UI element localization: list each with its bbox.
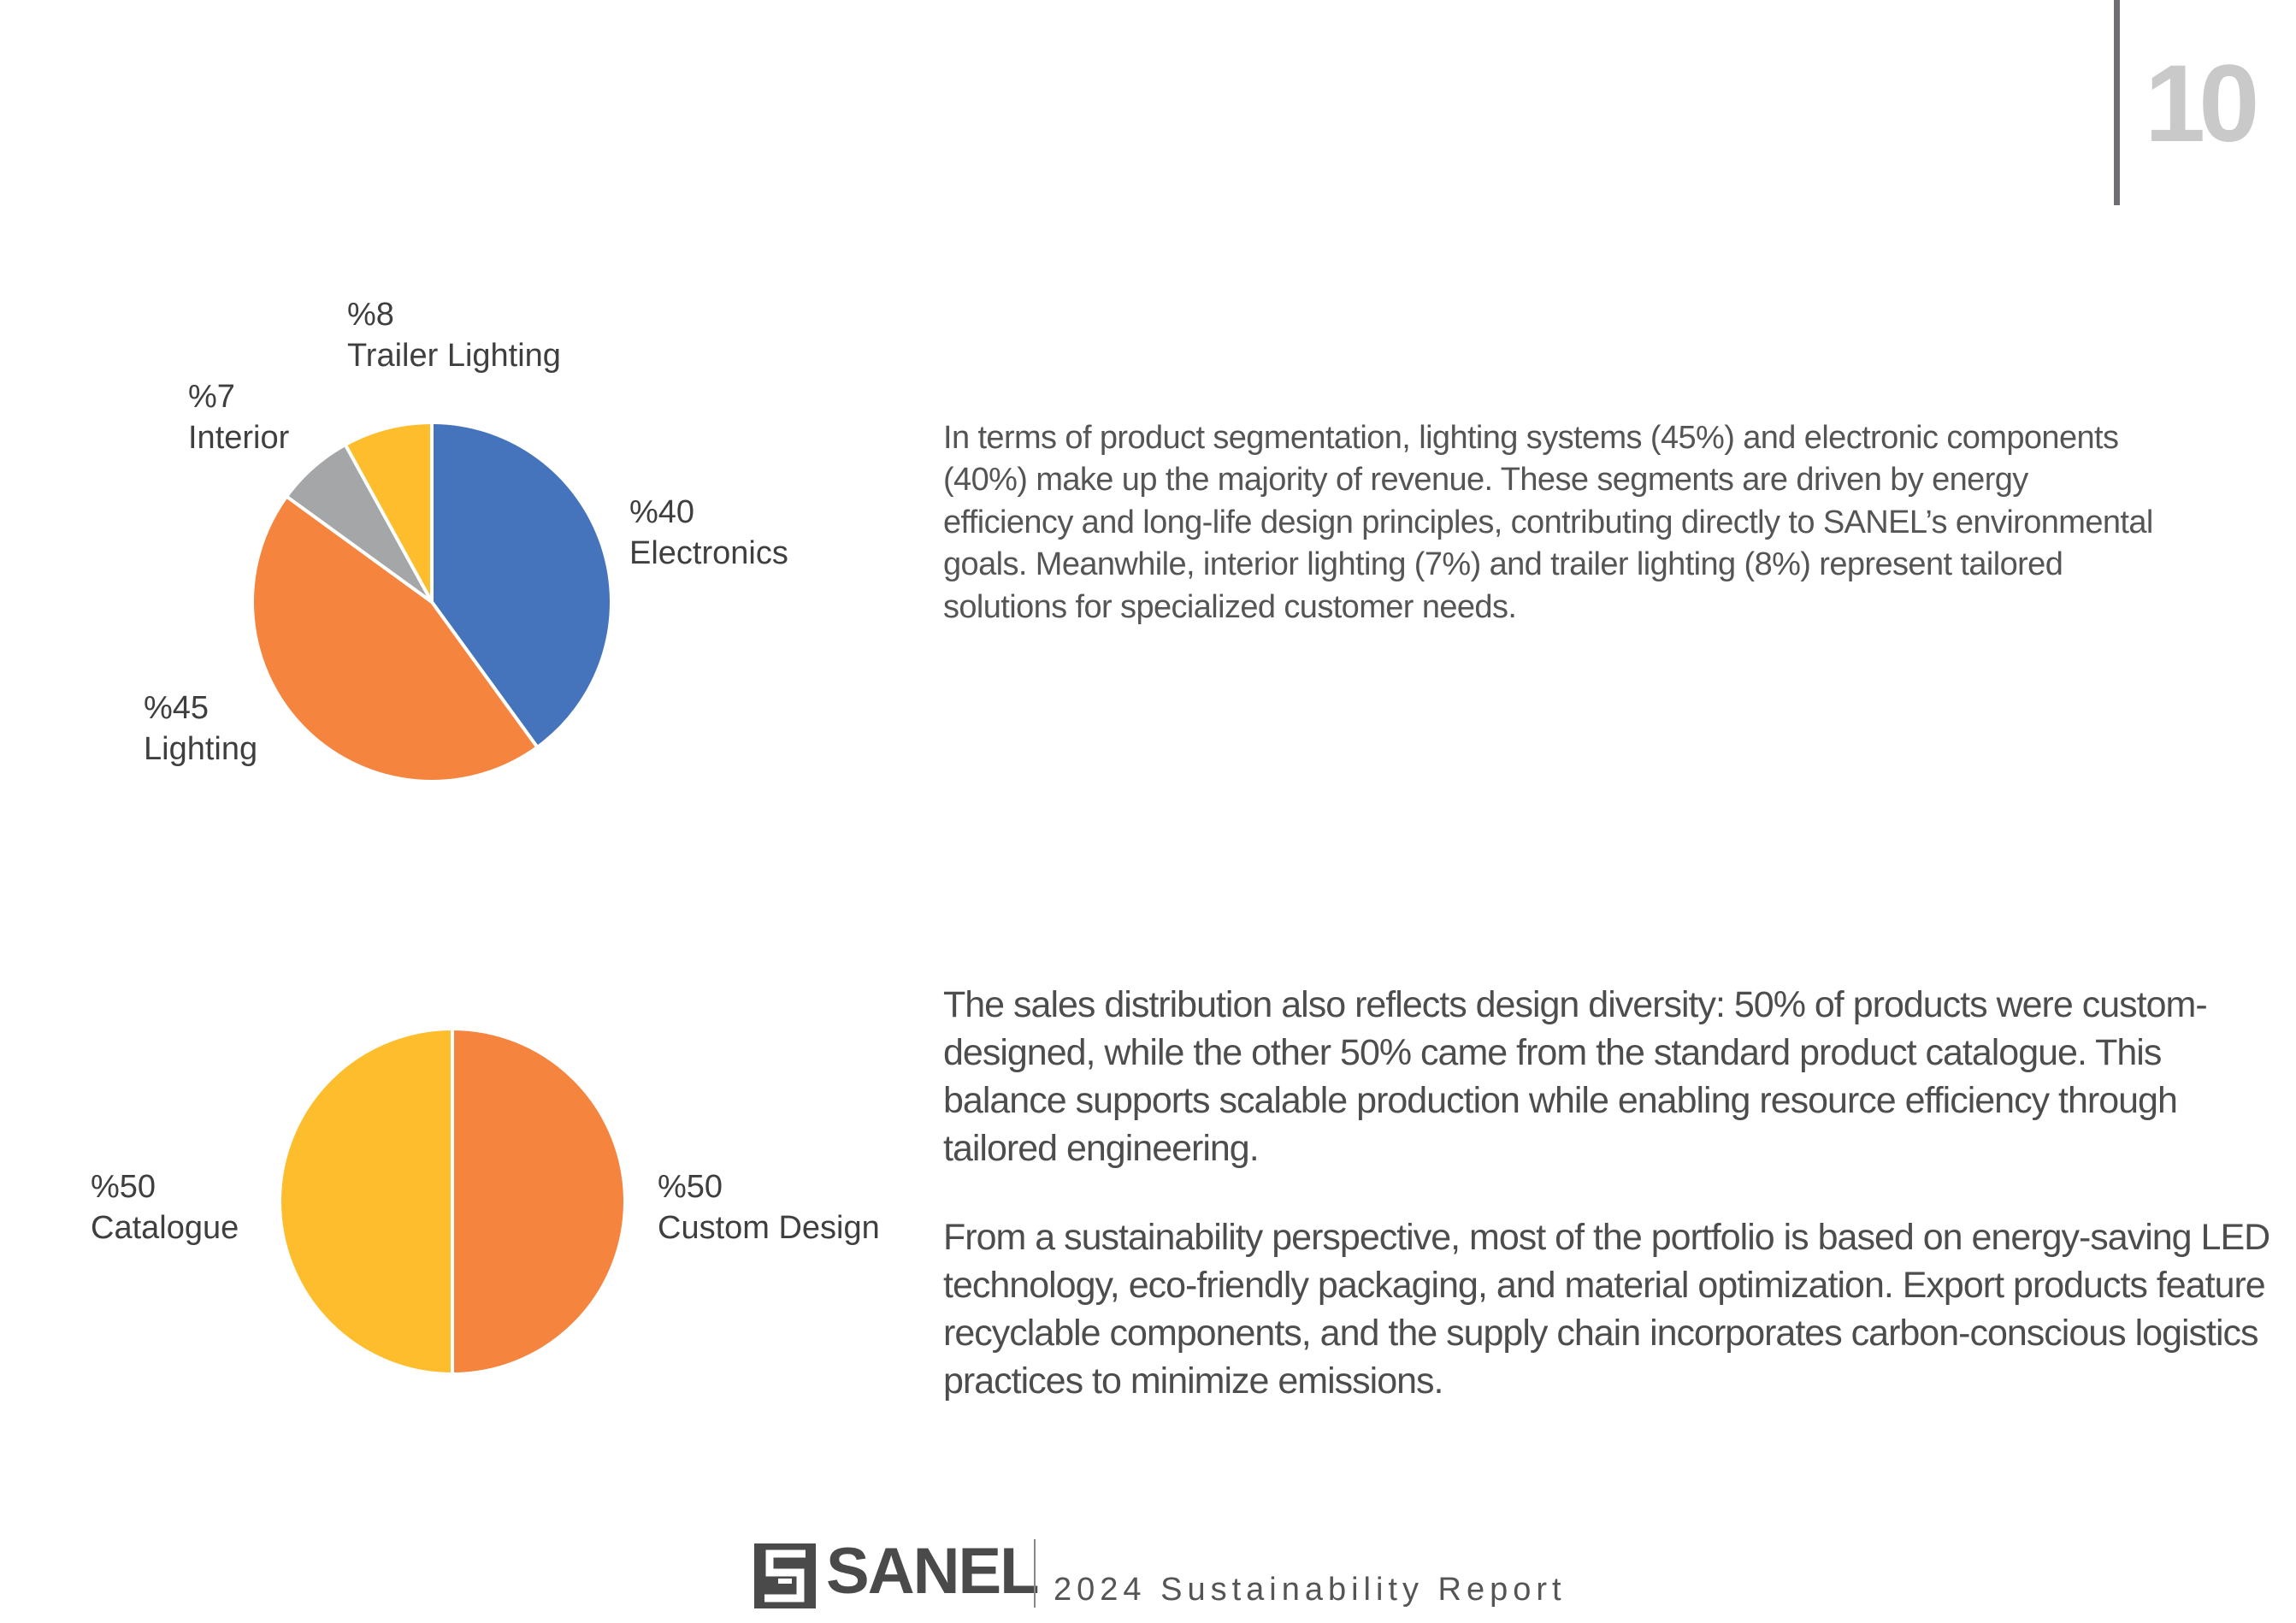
pie2-slice-catalogue [278,1027,454,1376]
pie1-slice-trailer-lighting [343,421,434,604]
pie1-label-electronics: %40 Electronics [629,494,788,571]
design-distribution-pie-chart: %50 Custom Design %50 Catalogue [0,0,941,1454]
brand-name: SANEL [826,1535,1040,1608]
pie2-slice-custom-design [451,1027,627,1376]
pie1-label-interior: %7 Interior [188,379,290,456]
footer-divider [1034,1539,1036,1608]
design-distribution-pie [278,1027,627,1376]
pie1-label-trailer-lighting: %8 Trailer Lighting [347,297,561,374]
segmentation-paragraph: In terms of product segmentation, lighti… [943,420,2153,625]
pie1-label-lighting: %45 Lighting [144,690,258,767]
design-diversity-paragraph: The sales distribution also reflects des… [943,984,2208,1169]
sustainability-paragraph: From a sustainability perspective, most … [943,1217,2270,1402]
page-number-bar [2114,0,2120,205]
product-segmentation-pie [251,421,613,783]
pie2-label-catalogue: %50 Catalogue [91,1169,239,1246]
product-segmentation-pie-chart: %40 Electronics %45 Lighting %7 Interior %8… [0,0,855,821]
page-number: 10 [2145,43,2259,165]
report-title: 2024 Sustainability Report [1054,1572,1567,1608]
pie2-label-custom-design: %50 Custom Design [658,1169,880,1246]
sanel-s-logo-icon [754,1543,816,1608]
pie1-slice-electronics [430,421,613,749]
pie1-slice-lighting [251,494,540,783]
